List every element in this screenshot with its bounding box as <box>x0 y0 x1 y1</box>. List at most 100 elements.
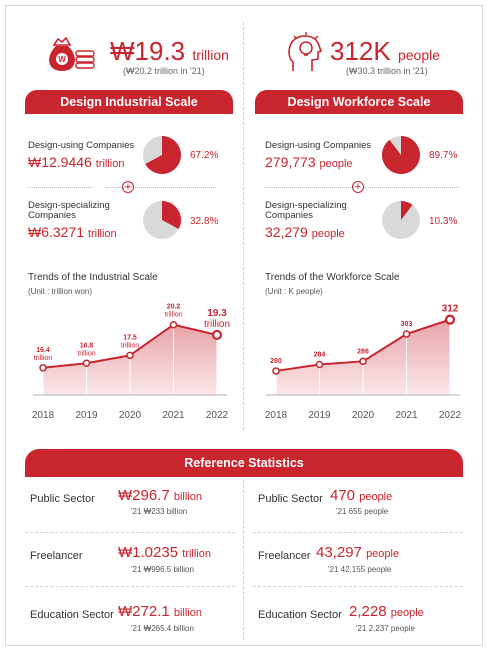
data-point <box>359 357 367 366</box>
workforce-total-sub: (₩30.3 trillion in '21) <box>346 66 428 76</box>
data-point <box>402 330 411 338</box>
column-divider <box>243 22 244 430</box>
ref-right-value-1: 43,297 people <box>316 544 400 561</box>
ref-left-value-2: ₩272.1 billion <box>118 603 203 620</box>
workforce-banner: Design Workforce Scale <box>255 90 463 114</box>
ref-left-sub-2: '21 ₩265.4 billion <box>131 624 194 633</box>
ref-left-value-0: ₩296.7 billion <box>118 487 203 504</box>
workforce-using-pct: 89.7% <box>429 150 458 161</box>
x-tick-label: 2020 <box>352 410 375 421</box>
dotted-line <box>265 187 351 188</box>
data-label: 19.3 <box>207 308 227 319</box>
data-label: 284 <box>314 352 326 359</box>
workforce-using-pie <box>382 136 420 174</box>
pie-share-slice <box>401 201 413 220</box>
x-tick-label: 2018 <box>265 410 288 421</box>
ref-left-sub-1: '21 ₩996.5 billion <box>131 565 194 574</box>
workforce-spec-pct: 10.3% <box>429 216 458 227</box>
dotted-line <box>364 187 459 188</box>
ref-left-label-2: Education Sector <box>30 609 114 621</box>
ref-left-sub-0: '21 ₩233 billion <box>131 507 188 516</box>
ref-right-sub-1: '21 42,155 people <box>328 565 392 574</box>
data-point <box>39 364 47 372</box>
industry-trend-unit: (Unit : trillion won) <box>28 287 93 296</box>
workforce-using-value: 279,773 people <box>265 154 353 170</box>
workforce-total: 312K people <box>330 36 441 66</box>
infographic-frame <box>5 5 483 646</box>
data-point <box>315 360 324 369</box>
data-label: trillion <box>121 342 139 349</box>
ref-right-value-2: 2,228 people <box>349 603 424 620</box>
data-label: 303 <box>401 321 413 328</box>
ref-left-value-1: ₩1.0235 trillion <box>118 544 211 561</box>
pie-share-slice <box>382 136 420 174</box>
dotted-line <box>28 187 93 188</box>
x-tick-label: 2020 <box>119 410 142 421</box>
industry-using-value: ₩12.9446 trillion <box>28 154 125 170</box>
workforce-trend-title: Trends of the Workforce Scale <box>265 272 400 283</box>
industry-banner: Design Industrial Scale <box>25 90 233 114</box>
workforce-spec-value: 32,279 people <box>265 224 345 240</box>
x-tick-label: 2019 <box>75 410 98 421</box>
data-label: 286 <box>357 348 369 355</box>
industry-using-label: Design-using Companies <box>28 140 135 151</box>
data-label: 20.2 <box>167 304 181 311</box>
ref-right-label-2: Education Sector <box>258 609 342 621</box>
idea-head-icon <box>288 32 323 71</box>
ref-left-label-1: Freelancer <box>30 550 83 562</box>
data-point <box>272 367 280 375</box>
data-label: trillion <box>204 319 230 330</box>
dotted-line <box>106 187 216 188</box>
ref-right-sub-2: '21 2,237 people <box>356 624 415 633</box>
industry-spec-pie <box>143 201 181 239</box>
x-tick-label: 2021 <box>162 410 185 421</box>
row-divider <box>253 586 463 587</box>
data-point <box>444 314 456 325</box>
x-tick-label: 2018 <box>32 410 55 421</box>
pie-share-slice <box>145 136 181 174</box>
data-point <box>211 329 223 341</box>
row-divider <box>25 586 235 587</box>
ref-right-value-0: 470 people <box>330 487 393 504</box>
x-tick-label: 2022 <box>439 410 462 421</box>
pie-share-slice <box>162 201 181 229</box>
money-bag-icon: W <box>49 36 95 71</box>
reference-banner: Reference Statistics <box>25 449 463 477</box>
workforce-trend-chart: 280 2018 284 2019 286 2020 303 2021 312 2022 <box>265 304 462 421</box>
reference-divider <box>243 480 244 640</box>
data-point <box>82 359 91 368</box>
x-tick-label: 2022 <box>206 410 229 421</box>
industry-using-pct: 67.2% <box>190 150 219 161</box>
data-label: 16.4 <box>36 347 50 354</box>
data-label: 312 <box>442 304 459 315</box>
ref-right-label-1: Freelancer <box>258 550 311 562</box>
industry-spec-value: ₩6.3271 trillion <box>28 224 117 240</box>
row-divider <box>253 532 463 533</box>
workforce-spec-label: Design-specializing Companies <box>265 200 347 221</box>
data-label: 280 <box>270 358 282 365</box>
industry-total-sub: (₩20.2 trillion in '21) <box>123 66 205 76</box>
data-label: 16.8 <box>80 342 94 349</box>
workforce-trend-unit: (Unit : K people) <box>265 287 323 296</box>
svg-text:W: W <box>58 55 66 64</box>
industry-total: ₩19.3 trillion <box>110 36 229 66</box>
workforce-using-label: Design-using Companies <box>265 140 372 151</box>
data-label: 17.5 <box>123 334 137 341</box>
ref-right-label-0: Public Sector <box>258 493 323 505</box>
industry-trend-chart: 16.4trillion201816.8trillion201917.5tril… <box>32 304 230 421</box>
data-point <box>169 320 178 329</box>
ref-left-label-0: Public Sector <box>30 493 95 505</box>
data-label: trillion <box>164 312 182 319</box>
data-point <box>126 351 134 360</box>
workforce-spec-pie <box>382 201 420 239</box>
industry-spec-label: Design-specializing Companies <box>28 200 110 221</box>
plus-icon: + <box>352 181 364 193</box>
industry-using-pie <box>143 136 181 174</box>
industry-spec-pct: 32.8% <box>190 216 219 227</box>
x-tick-label: 2019 <box>308 410 331 421</box>
ref-right-sub-0: '21 655 people <box>336 507 389 516</box>
data-label: trillion <box>77 350 95 357</box>
row-divider <box>25 532 235 533</box>
plus-icon: + <box>122 181 134 193</box>
industry-trend-title: Trends of the Industrial Scale <box>28 272 158 283</box>
